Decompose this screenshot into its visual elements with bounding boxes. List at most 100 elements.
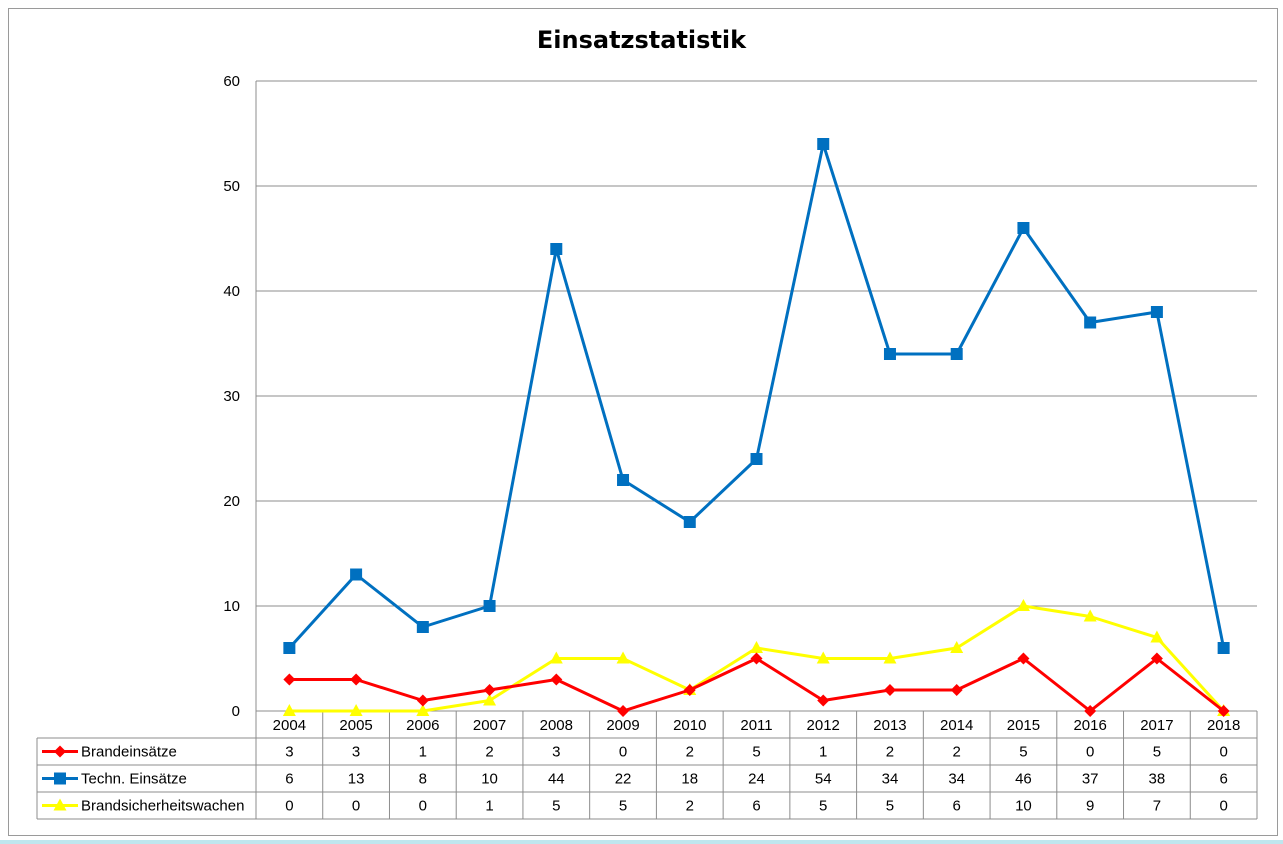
- y-tick-label: 10: [223, 598, 240, 615]
- table-value: 10: [481, 771, 498, 788]
- data-point-square: [1150, 306, 1163, 318]
- data-point-triangle: [950, 641, 964, 653]
- legend-label: Brandeinsätze: [81, 744, 177, 761]
- table-value: 24: [748, 771, 765, 788]
- data-point-square: [617, 474, 630, 486]
- data-point-triangle: [1083, 609, 1097, 622]
- data-point-triangle: [883, 651, 897, 664]
- legend-marker-square: [54, 772, 66, 785]
- table-value: 0: [1086, 744, 1094, 761]
- table-value: 3: [352, 744, 360, 761]
- data-point-diamond: [750, 652, 763, 665]
- table-value: 46: [1015, 771, 1032, 788]
- y-tick-label: 40: [223, 283, 240, 300]
- table-value: 2: [686, 744, 694, 761]
- table-value: 0: [1219, 744, 1227, 761]
- table-value: 0: [419, 798, 427, 815]
- data-point-square: [950, 348, 963, 360]
- data-point-square: [817, 138, 830, 150]
- x-tick-label: 2013: [873, 717, 906, 734]
- x-tick-label: 2018: [1207, 717, 1240, 734]
- table-value: 22: [615, 771, 632, 788]
- x-tick-label: 2009: [606, 717, 639, 734]
- table-value: 7: [1153, 798, 1161, 815]
- table-value: 9: [1086, 798, 1094, 815]
- data-point-diamond: [883, 684, 896, 696]
- table-value: 44: [548, 771, 565, 788]
- table-value: 6: [752, 798, 760, 815]
- table-value: 6: [1219, 771, 1227, 788]
- table-value: 3: [285, 744, 293, 761]
- table-value: 8: [419, 771, 427, 788]
- x-tick-label: 2015: [1007, 717, 1040, 734]
- data-point-square: [1217, 642, 1230, 654]
- window-bottom-edge: [0, 840, 1283, 844]
- data-point-diamond: [483, 684, 496, 696]
- x-tick-label: 2017: [1140, 717, 1173, 734]
- data-point-square: [483, 600, 496, 612]
- y-tick-label: 60: [223, 73, 240, 90]
- data-point-square: [883, 348, 896, 360]
- legend-label: Techn. Einsätze: [81, 771, 187, 788]
- data-point-diamond: [1217, 705, 1230, 717]
- table-value: 38: [1149, 771, 1166, 788]
- table-value: 18: [681, 771, 698, 788]
- x-tick-label: 2016: [1073, 717, 1106, 734]
- data-point-diamond: [416, 694, 429, 707]
- chart-frame: [8, 8, 1278, 836]
- data-point-square: [283, 642, 296, 654]
- table-value: 13: [348, 771, 365, 788]
- chart-title: Einsatzstatistik: [536, 26, 747, 54]
- data-point-diamond: [1150, 652, 1163, 665]
- table-value: 2: [886, 744, 894, 761]
- data-point-triangle: [416, 704, 430, 716]
- table-value: 34: [882, 771, 899, 788]
- data-point-diamond: [950, 684, 963, 696]
- table-value: 1: [419, 744, 427, 761]
- table-value: 3: [552, 744, 560, 761]
- table-value: 6: [285, 771, 293, 788]
- x-tick-label: 2010: [673, 717, 706, 734]
- data-point-diamond: [1017, 652, 1030, 665]
- y-tick-label: 30: [223, 388, 240, 405]
- table-value: 0: [1219, 798, 1227, 815]
- x-tick-label: 2005: [339, 717, 372, 734]
- legend-label: Brandsicherheitswachen: [81, 798, 244, 815]
- data-point-triangle: [282, 704, 296, 716]
- x-tick-label: 2007: [473, 717, 506, 734]
- data-point-triangle: [616, 651, 630, 664]
- table-value: 0: [285, 798, 293, 815]
- data-point-diamond: [683, 684, 696, 696]
- data-point-square: [416, 621, 429, 633]
- data-point-triangle: [549, 651, 563, 664]
- data-point-triangle: [1150, 630, 1164, 643]
- table-value: 0: [352, 798, 360, 815]
- x-tick-label: 2006: [406, 717, 439, 734]
- table-value: 54: [815, 771, 832, 788]
- table-value: 1: [485, 798, 493, 815]
- data-point-triangle: [816, 651, 830, 664]
- table-value: 2: [953, 744, 961, 761]
- legend-marker-diamond: [54, 745, 66, 758]
- data-point-square: [750, 453, 763, 465]
- data-point-diamond: [817, 694, 830, 707]
- series-line-diamond: [289, 657, 1225, 713]
- table-value: 5: [819, 798, 827, 815]
- data-point-triangle: [1016, 599, 1030, 611]
- data-point-diamond: [617, 705, 630, 717]
- y-tick-label: 0: [232, 703, 240, 720]
- legend-marker-triangle: [53, 798, 67, 811]
- table-value: 5: [1153, 744, 1161, 761]
- table-value: 6: [953, 798, 961, 815]
- table-value: 10: [1015, 798, 1032, 815]
- table-value: 5: [619, 798, 627, 815]
- data-point-square: [350, 568, 363, 581]
- table-value: 0: [619, 744, 627, 761]
- y-tick-label: 50: [223, 178, 240, 195]
- x-tick-label: 2014: [940, 717, 973, 734]
- table-value: 5: [1019, 744, 1027, 761]
- data-point-square: [1017, 222, 1030, 234]
- table-value: 1: [819, 744, 827, 761]
- data-point-triangle: [349, 704, 363, 716]
